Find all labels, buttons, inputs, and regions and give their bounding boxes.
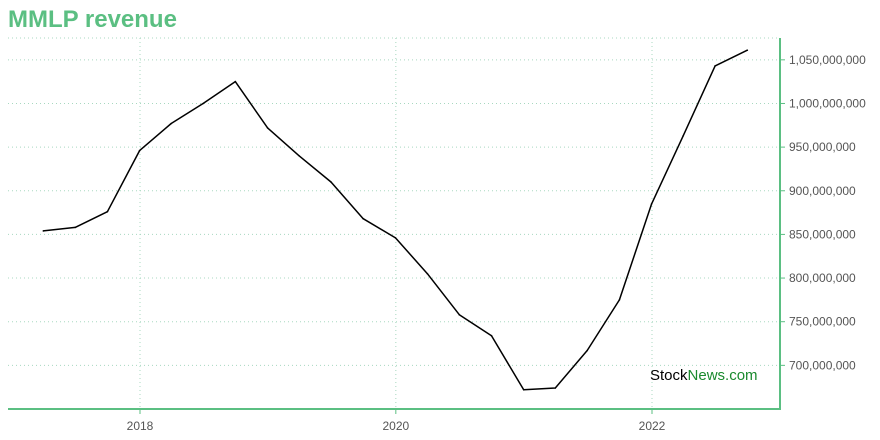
data-point <box>650 203 653 205</box>
data-point <box>266 127 269 129</box>
data-point <box>202 102 204 105</box>
x-tick-label: 2022 <box>639 419 666 433</box>
data-point <box>170 122 172 125</box>
data-point <box>330 181 332 183</box>
data-point <box>234 80 237 83</box>
watermark-com: .com <box>725 367 758 384</box>
tick-labels: 700,000,000 750,000,000 800,000,000 850,000… <box>127 53 866 433</box>
data-point <box>42 230 45 232</box>
y-tick-label: 1,050,000,000 <box>789 53 866 67</box>
data-point <box>298 155 300 157</box>
watermark-news: News <box>688 367 726 384</box>
data-point <box>362 217 365 220</box>
y-tick-label: 900,000,000 <box>789 184 856 198</box>
series-layer <box>42 49 749 391</box>
data-point <box>394 237 397 239</box>
watermark-stock: Stock <box>650 367 688 384</box>
data-point <box>618 299 621 301</box>
grid-lines <box>8 37 780 409</box>
y-tick-label: 700,000,000 <box>789 358 856 372</box>
stocknews-watermark: StockNews.com <box>650 367 758 384</box>
data-point <box>138 149 141 152</box>
data-point <box>106 210 109 213</box>
x-tick-label: 2020 <box>382 419 409 433</box>
chart-title: MMLP revenue <box>8 6 177 33</box>
data-point <box>426 272 429 275</box>
y-tick-label: 800,000,000 <box>789 271 856 285</box>
data-point <box>682 135 684 137</box>
data-point <box>458 313 461 316</box>
data-point <box>586 349 588 352</box>
x-tick-label: 2018 <box>127 419 154 433</box>
data-point <box>490 334 493 337</box>
data-point <box>714 65 716 67</box>
data-point <box>522 389 525 391</box>
data-point <box>746 49 749 51</box>
data-point <box>554 387 557 389</box>
revenue-series-line <box>43 49 748 391</box>
data-point <box>74 226 76 229</box>
axes <box>8 38 781 410</box>
y-tick-label: 750,000,000 <box>789 315 856 329</box>
y-tick-label: 850,000,000 <box>789 227 856 241</box>
y-tick-label: 950,000,000 <box>789 140 856 154</box>
y-tick-label: 1,000,000,000 <box>789 96 866 110</box>
